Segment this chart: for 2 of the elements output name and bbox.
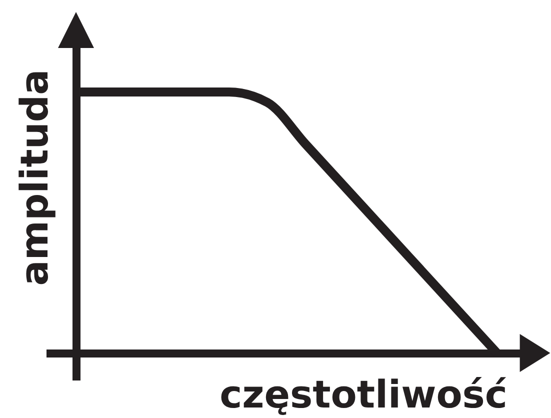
- x-axis-title: częstotliwość: [220, 372, 508, 416]
- y-axis-title: amplituda: [12, 69, 56, 286]
